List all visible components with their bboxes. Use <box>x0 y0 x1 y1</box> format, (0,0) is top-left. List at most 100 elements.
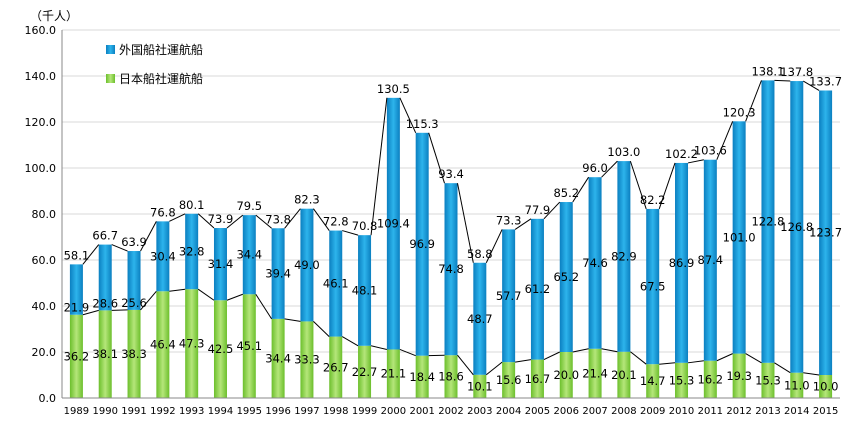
data-label-total: 130.5 <box>377 82 410 96</box>
data-label-japan: 46.4 <box>150 338 176 352</box>
data-label-foreign: 67.5 <box>640 280 666 294</box>
bar-foreign <box>617 161 631 352</box>
x-tick-label: 2015 <box>813 406 838 417</box>
series-line-japan <box>169 288 186 292</box>
bar-japan <box>185 289 199 398</box>
x-tick-label: 2006 <box>554 406 579 417</box>
legend-label-foreign: 外国船社運航船 <box>119 42 203 57</box>
data-label-total: 96.0 <box>582 161 608 175</box>
data-label-japan: 19.3 <box>726 369 752 383</box>
data-label-total: 85.2 <box>553 186 579 200</box>
data-label-japan: 18.6 <box>438 370 464 384</box>
bar-japan <box>530 359 544 398</box>
x-tick-label: 2005 <box>525 406 550 417</box>
data-label-foreign: 31.4 <box>208 257 234 271</box>
x-tick-label: 2008 <box>611 406 636 417</box>
x-tick-label: 1996 <box>265 406 290 417</box>
bar-foreign <box>329 230 343 337</box>
x-tick-label: 1993 <box>179 406 204 417</box>
x-tick-label: 2007 <box>582 406 607 417</box>
series-line-total <box>342 230 359 236</box>
bar-foreign <box>761 80 775 363</box>
data-label-total: 102.2 <box>665 147 698 161</box>
data-label-foreign: 34.4 <box>236 248 262 262</box>
bar-foreign <box>559 202 573 352</box>
data-label-foreign: 122.8 <box>751 215 784 229</box>
series-line-total <box>716 121 734 160</box>
bar-foreign <box>473 262 487 375</box>
series-line-japan <box>659 362 676 365</box>
bar-japan <box>559 352 573 398</box>
data-label-foreign: 82.9 <box>611 249 637 263</box>
data-label-total: 66.7 <box>92 229 118 243</box>
bar-japan <box>761 362 775 398</box>
data-label-total: 73.8 <box>265 212 291 226</box>
x-tick-label: 1991 <box>121 406 146 417</box>
y-tick-label: 120.0 <box>25 116 57 129</box>
series-line-total <box>197 213 215 229</box>
x-tick-label: 1999 <box>352 406 377 417</box>
x-tick-label: 2014 <box>784 406 809 417</box>
bar-japan <box>127 309 141 398</box>
series-line-japan <box>284 318 301 322</box>
bar-foreign <box>444 183 458 356</box>
series-line-japan <box>716 353 733 362</box>
data-label-total: 58.1 <box>64 248 90 262</box>
x-tick-label: 2009 <box>640 406 665 417</box>
data-label-foreign: 86.9 <box>669 256 695 270</box>
series-line-total <box>140 221 157 252</box>
data-label-japan: 20.1 <box>611 368 637 382</box>
series-line-total <box>370 97 388 236</box>
data-label-total: 63.9 <box>121 235 147 249</box>
data-label-japan: 15.3 <box>755 373 781 387</box>
bar-japan <box>444 355 458 398</box>
series-line-total <box>774 79 791 82</box>
data-label-foreign: 25.6 <box>121 296 147 310</box>
bar-japan <box>732 353 746 398</box>
data-label-japan: 42.5 <box>208 342 234 356</box>
series-line-total <box>803 80 820 91</box>
bar-japan <box>358 345 372 398</box>
data-label-total: 115.3 <box>406 117 439 131</box>
data-label-total: 82.3 <box>294 193 320 207</box>
x-tick-label: 1997 <box>294 406 319 417</box>
bar-foreign <box>386 97 400 350</box>
y-tick-label: 160.0 <box>25 24 57 37</box>
series-line-total <box>658 162 676 210</box>
data-labels: 36.2 21.9 58.1 38.1 28.6 66.7 38.3 25.6 63.9 46.4… <box>64 64 842 393</box>
bar-foreign <box>213 228 227 301</box>
x-tick-label: 1998 <box>323 406 348 417</box>
series-line-total <box>82 244 100 265</box>
data-label-foreign: 48.7 <box>467 312 493 326</box>
bar-japan <box>329 336 343 398</box>
data-label-total: 79.5 <box>236 199 262 213</box>
data-label-japan: 34.4 <box>265 351 291 365</box>
bar-foreign <box>588 177 602 349</box>
data-label-total: 133.7 <box>809 74 842 88</box>
data-label-japan: 45.1 <box>236 339 262 353</box>
x-tick-label: 1995 <box>237 406 262 417</box>
data-label-japan: 22.7 <box>352 365 378 379</box>
legend-label-japan: 日本船社運航船 <box>119 71 203 86</box>
data-label-japan: 14.7 <box>640 374 666 388</box>
bar-japan <box>703 360 717 398</box>
bar-foreign <box>415 132 429 356</box>
data-label-japan: 16.2 <box>698 372 724 386</box>
data-label-foreign: 30.4 <box>150 249 176 263</box>
bar-japan <box>617 351 631 398</box>
series-line-japan <box>197 288 215 301</box>
y-tick-label: 40.0 <box>32 300 57 313</box>
bar-foreign <box>358 235 372 346</box>
series-line-total <box>457 183 474 263</box>
y-tick-label: 20.0 <box>32 346 57 359</box>
bar-japan <box>213 300 227 398</box>
bar-foreign <box>819 90 833 376</box>
bar-japan <box>300 321 314 398</box>
data-label-japan: 10.1 <box>467 379 493 393</box>
y-tick-label: 0.0 <box>39 392 57 405</box>
series-line-total <box>514 218 532 230</box>
data-label-foreign: 126.8 <box>780 220 813 234</box>
series-line-total <box>629 160 647 210</box>
bar-japan <box>473 374 487 398</box>
